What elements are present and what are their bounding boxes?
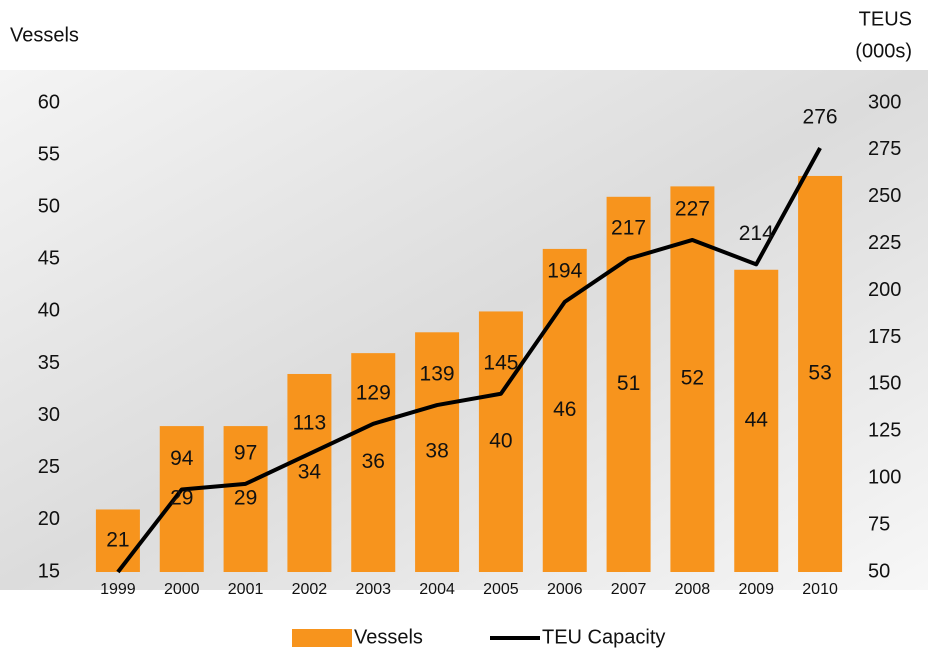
bar: [798, 175, 843, 572]
line-value-label: 139: [420, 363, 455, 386]
y2-tick-label: 200: [868, 279, 901, 301]
bar-value-label: 53: [808, 362, 831, 385]
y2-tick-label: 175: [868, 326, 901, 348]
y2-tick-label: 50: [868, 560, 890, 582]
bar: [351, 353, 396, 572]
y2-axis-label: TEUS: [859, 8, 912, 30]
line-value-label: 276: [803, 106, 838, 129]
line-value-label: 97: [234, 441, 257, 464]
line-value-label: 113: [293, 411, 326, 434]
bar: [415, 332, 460, 572]
bar-value-label: 44: [745, 408, 769, 431]
y2-tick-label: 275: [868, 138, 901, 160]
line-value-label: 194: [547, 259, 582, 282]
bar: [287, 373, 332, 572]
y-tick-label: 55: [38, 143, 60, 165]
line-value-label: 214: [739, 222, 774, 245]
line: [116, 147, 822, 574]
x-tick-label: 2008: [675, 581, 711, 598]
bar: [734, 269, 779, 572]
y2-tick-label: 250: [868, 185, 901, 207]
bar-value-label: 29: [234, 487, 257, 510]
legend-label: Vessels: [354, 626, 423, 648]
y-tick-label: 40: [38, 300, 60, 322]
y2-tick-label: 100: [868, 466, 901, 488]
bar-value-label: 34: [298, 461, 322, 484]
x-tick-label: 2006: [547, 581, 583, 598]
x-tick-label: 2000: [164, 581, 200, 598]
bar: [95, 509, 140, 572]
bar-value-label: 38: [425, 440, 448, 463]
bar-value-label: 51: [617, 372, 640, 395]
bar-value-label: 52: [681, 367, 704, 390]
y-tick-label: 60: [38, 91, 60, 113]
bar-value-label: 46: [553, 398, 576, 421]
x-tick-label: 1999: [100, 581, 136, 598]
y-tick-label: 35: [38, 352, 60, 374]
y-tick-label: 45: [38, 248, 60, 270]
y2-axis-label: (000s): [855, 40, 912, 62]
x-tick-label: 2004: [419, 581, 455, 598]
y-tick-label: 15: [38, 560, 60, 582]
line-value-label: 129: [356, 381, 391, 404]
y2-tick-label: 125: [868, 420, 901, 442]
y2-tick-label: 75: [868, 513, 890, 535]
bar-value-label: 36: [362, 450, 385, 473]
x-tick-label: 2007: [611, 581, 647, 598]
line-value-label: 145: [483, 351, 518, 374]
x-tick-label: 2001: [228, 581, 264, 598]
bar: [478, 311, 523, 572]
legend-label: TEU Capacity: [542, 626, 665, 648]
bar: [159, 426, 204, 572]
x-tick-label: 2005: [483, 581, 519, 598]
line-value-label: 217: [611, 216, 646, 239]
y2-tick-label: 225: [868, 232, 901, 254]
y-axis-label: Vessels: [10, 24, 79, 46]
y-tick-label: 25: [38, 456, 60, 478]
x-tick-label: 2009: [738, 581, 774, 598]
line-value-label: 94: [170, 447, 194, 470]
y-tick-label: 20: [38, 508, 60, 530]
bar-value-label: 21: [106, 528, 129, 551]
bar-value-label: 29: [170, 487, 193, 510]
x-tick-label: 2010: [802, 581, 838, 598]
y-tick-label: 30: [38, 404, 60, 426]
y-tick-label: 50: [38, 196, 60, 218]
line-value-label: 227: [675, 197, 710, 220]
bar-value-label: 40: [489, 429, 512, 452]
y2-tick-label: 150: [868, 373, 901, 395]
y2-tick-label: 300: [868, 91, 901, 113]
legend-swatch: [292, 629, 352, 647]
bar: [223, 426, 268, 572]
x-tick-label: 2002: [292, 581, 328, 598]
x-tick-label: 2003: [355, 581, 391, 598]
bar: [670, 186, 715, 572]
